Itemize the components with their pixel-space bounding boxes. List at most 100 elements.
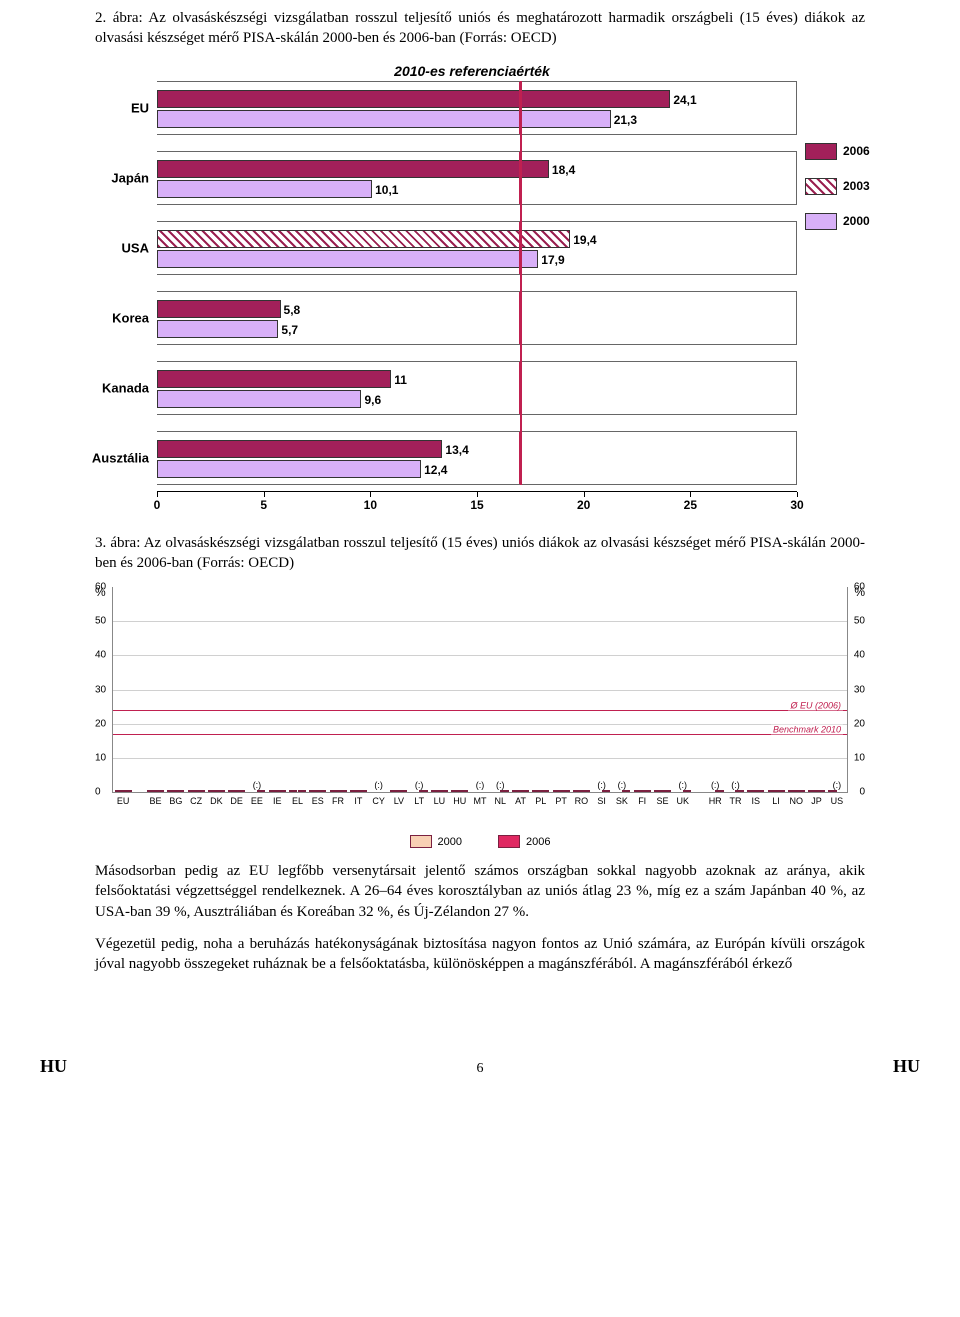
hbar-bar: 18,4	[157, 160, 549, 178]
hbar-refline-full	[520, 81, 522, 485]
hbar-value: 5,7	[281, 323, 298, 337]
hbar-bar: 5,7	[157, 320, 278, 338]
hbar-row: Korea5,85,7	[157, 291, 797, 345]
vbar-xlabel: LI	[772, 796, 780, 806]
fig2-caption: 2. ábra: Az olvasáskészségi vizsgálatban…	[95, 8, 865, 49]
vbar-bar-2000	[788, 790, 797, 792]
vbar-ytick: 40	[95, 650, 106, 661]
vbar-bar-2006	[581, 790, 590, 792]
hbar-value: 13,4	[445, 443, 468, 457]
vbar-bar-2006	[216, 790, 225, 792]
hbar-legend-item: 2000	[805, 213, 865, 230]
page-footer: HU 6 HU	[0, 1026, 960, 1087]
vbar-bar-2000	[330, 790, 339, 792]
vbar-bar-2006	[642, 790, 651, 792]
vbar-xlabel: FR	[332, 796, 344, 806]
vbar-missing-marker: (:)	[678, 780, 687, 790]
vbar-ytick: 50	[854, 616, 865, 627]
hbar-value: 21,3	[614, 113, 637, 127]
vbar-xlabel: BG	[169, 796, 182, 806]
vbar-bar-2000	[147, 790, 156, 792]
vbar-xlabel: US	[831, 796, 844, 806]
hbar-legend: 200620032000	[805, 143, 865, 248]
vbar-bar-2000	[115, 790, 124, 792]
hbar-bar: 19,4	[157, 230, 570, 248]
hbar-bar: 17,9	[157, 250, 538, 268]
vbar-bar-2000	[309, 790, 318, 792]
hbar-bar: 21,3	[157, 110, 611, 128]
vbar-bar-2006	[156, 790, 165, 792]
vbar-bar-2000	[634, 790, 643, 792]
vbar-bar-2000	[390, 790, 399, 792]
vbar-bar-2006	[123, 790, 132, 792]
hbar-xaxis: 051015202530	[157, 491, 797, 516]
vbar-xlabel: EU	[117, 796, 130, 806]
vbar-missing-marker: (:)	[496, 780, 505, 790]
vbar-bar-2000	[747, 790, 756, 792]
hbar-value: 5,8	[284, 303, 301, 317]
vbar-chart: % % 00101020203030404050506060Ø EU (2006…	[80, 587, 880, 851]
vbar-xlabel: TR	[729, 796, 741, 806]
vbar-bar-2000	[654, 790, 663, 792]
vbar-ytick: 50	[95, 616, 106, 627]
vbar-ytick: 20	[95, 718, 106, 729]
vbar-benchmark-line: Benchmark 2010	[113, 734, 847, 735]
vbar-missing-marker: (:)	[711, 780, 720, 790]
vbar-ytick: 20	[854, 718, 865, 729]
vbar-xlabel: IE	[273, 796, 282, 806]
vbar-bar-2000	[208, 790, 217, 792]
vbar-missing-marker: (:)	[476, 780, 485, 790]
vbar-xlabel: BE	[150, 796, 162, 806]
vbar-xlabel: SK	[616, 796, 628, 806]
vbar-xlabel: HR	[709, 796, 722, 806]
body-paragraph-1: Másodsorban pedig az EU legfőbb versenyt…	[95, 861, 865, 922]
vbar-bar-2006	[318, 790, 327, 792]
vbar-xlabel: LV	[394, 796, 404, 806]
vbar-xlabel: NO	[790, 796, 804, 806]
vbar-bar-2006	[561, 790, 570, 792]
hbar-value: 11	[394, 373, 407, 387]
vbar-missing-marker: (:)	[415, 780, 424, 790]
hbar-value: 17,9	[541, 253, 564, 267]
vbar-bar-2006	[500, 790, 509, 792]
vbar-xlabel: SE	[656, 796, 668, 806]
hbar-bar: 9,6	[157, 390, 361, 408]
vbar-bar-2006	[756, 790, 765, 792]
vbar-bar-2006	[196, 790, 205, 792]
vbar-ytick: 60	[854, 582, 865, 593]
vbar-xlabel: AT	[515, 796, 526, 806]
vbar-xlabel: EL	[292, 796, 303, 806]
hbar-row: Ausztália13,412,4	[157, 431, 797, 485]
vbar-bar-2006	[399, 790, 408, 792]
hbar-category-label: USA	[77, 240, 149, 255]
fig3-caption: 3. ábra: Az olvasáskészségi vizsgálatban…	[95, 533, 865, 574]
hbar-row: Kanada119,6	[157, 361, 797, 415]
hbar-row: EU24,121,3	[157, 81, 797, 135]
hbar-category-label: Ausztália	[77, 450, 149, 465]
hbar-tick-label: 0	[154, 498, 161, 512]
vbar-bar-2006	[358, 790, 367, 792]
vbar-bar-2006	[257, 790, 266, 792]
hbar-category-label: Korea	[77, 310, 149, 325]
hbar-tick-label: 30	[790, 498, 803, 512]
vbar-bar-2006	[735, 790, 744, 792]
vbar-bar-2006	[176, 790, 185, 792]
vbar-ytick: 60	[95, 582, 106, 593]
vbar-ytick: 0	[95, 787, 101, 798]
vbar-ytick: 40	[854, 650, 865, 661]
vbar-xlabel: IT	[354, 796, 362, 806]
hbar-tick-label: 5	[260, 498, 267, 512]
vbar-bar-2000	[512, 790, 521, 792]
vbar-xlabel: HU	[453, 796, 466, 806]
hbar-value: 10,1	[375, 183, 398, 197]
hbar-value: 18,4	[552, 163, 575, 177]
footer-page-number: 6	[477, 1061, 484, 1077]
vbar-bar-2000	[768, 790, 777, 792]
vbar-bar-2000	[553, 790, 562, 792]
vbar-xlabel: RO	[575, 796, 589, 806]
hbar-category-label: Kanada	[77, 380, 149, 395]
hbar-tick-label: 10	[364, 498, 377, 512]
vbar-xlabel: DE	[230, 796, 243, 806]
vbar-xlabel: LT	[414, 796, 424, 806]
vbar-missing-marker: (:)	[618, 780, 627, 790]
